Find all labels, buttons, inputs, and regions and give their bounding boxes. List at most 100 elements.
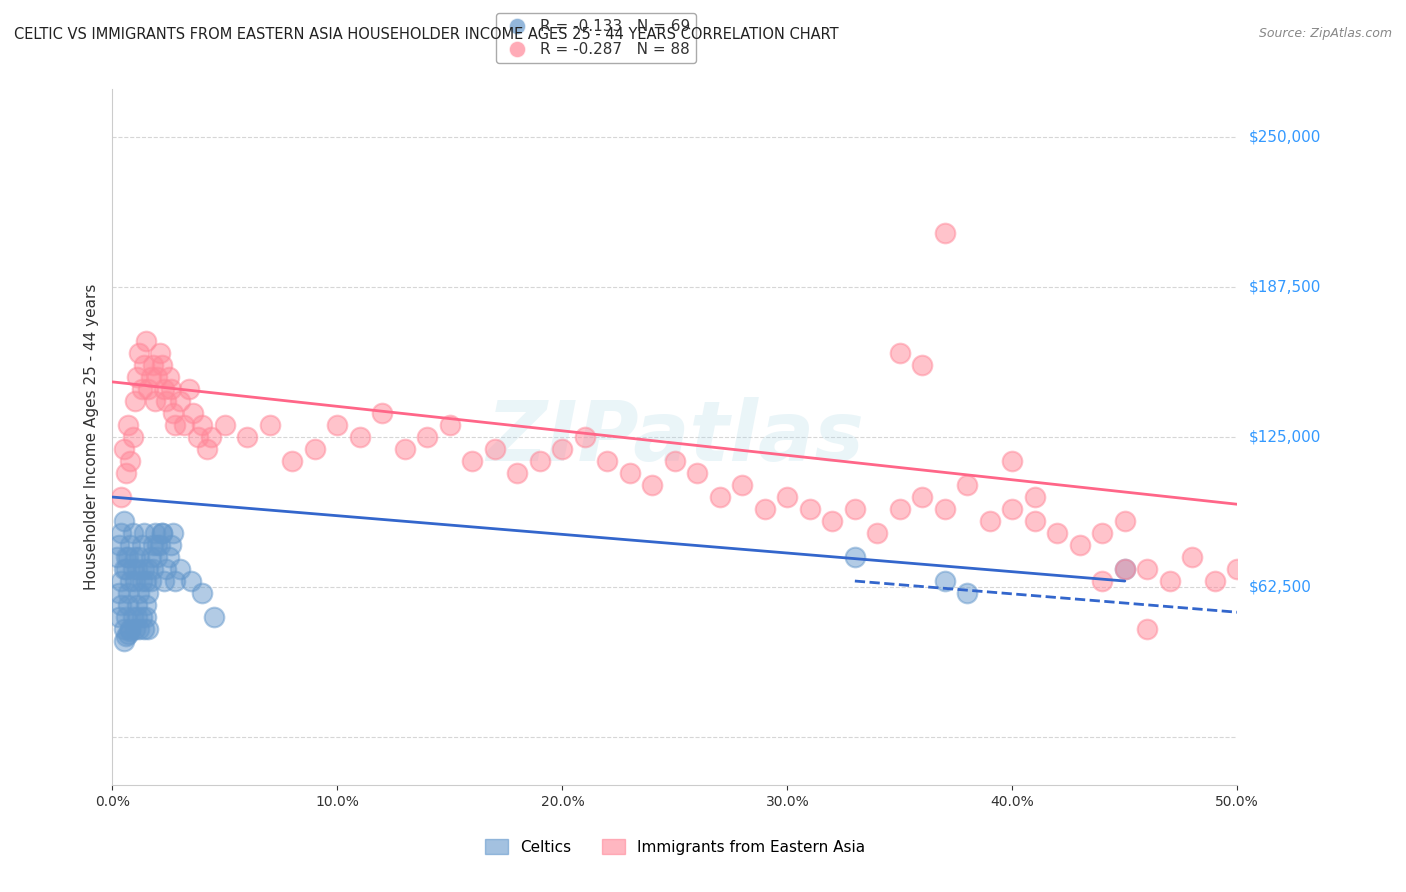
Point [169,562,191,576]
Point [110,574,132,588]
Point [484,442,506,456]
Point [1001,454,1024,468]
Point [115,549,138,564]
Point [132,622,155,636]
Point [183,406,205,420]
Point [844,502,866,516]
Point [911,490,934,504]
Point [150,526,173,541]
Point [138,562,160,576]
Point [162,526,184,541]
Point [132,562,155,576]
Point [121,430,143,444]
Point [117,627,139,641]
Point [131,382,153,396]
Point [117,549,139,564]
Point [934,226,956,240]
Text: CELTIC VS IMMIGRANTS FROM EASTERN ASIA HOUSEHOLDER INCOME AGES 25 - 44 YEARS COR: CELTIC VS IMMIGRANTS FROM EASTERN ASIA H… [14,27,839,42]
Point [139,549,162,564]
Point [124,574,146,588]
Point [110,490,132,504]
Point [664,454,686,468]
Point [821,514,844,528]
Point [619,466,641,480]
Point [799,502,821,516]
Point [979,514,1001,528]
Point [131,574,153,588]
Text: $187,500: $187,500 [1249,279,1320,294]
Point [1226,562,1249,576]
Point [128,346,150,360]
Point [142,358,165,372]
Point [146,370,169,384]
Point [1114,514,1136,528]
Point [1181,549,1204,564]
Point [1091,526,1114,541]
Point [160,538,183,552]
Point [439,418,461,433]
Point [1114,562,1136,576]
Point [1136,562,1159,576]
Point [596,454,619,468]
Point [686,466,709,480]
Point [326,418,349,433]
Point [127,562,149,576]
Point [169,394,191,409]
Point [304,442,326,456]
Point [132,526,155,541]
Point [146,538,169,552]
Point [117,418,139,433]
Point [149,346,172,360]
Point [529,454,551,468]
Legend: Celtics, Immigrants from Eastern Asia: Celtics, Immigrants from Eastern Asia [478,832,872,861]
Point [956,586,979,600]
Point [124,549,146,564]
Point [889,502,911,516]
Point [394,442,416,456]
Point [202,610,225,624]
Point [124,394,146,409]
Point [177,382,200,396]
Point [112,634,135,648]
Point [889,346,911,360]
Point [131,538,153,552]
Point [1024,490,1046,504]
Text: $250,000: $250,000 [1249,129,1320,145]
Point [157,370,180,384]
Point [143,526,166,541]
Point [200,430,222,444]
Point [124,622,146,636]
Point [461,454,484,468]
Point [162,406,184,420]
Point [349,430,371,444]
Point [731,478,754,492]
Point [131,610,153,624]
Point [709,490,731,504]
Point [120,538,142,552]
Point [127,598,149,612]
Point [1136,622,1159,636]
Point [1204,574,1226,588]
Point [110,526,132,541]
Point [115,562,138,576]
Point [153,382,176,396]
Point [110,598,132,612]
Point [128,549,150,564]
Point [112,622,135,636]
Text: Source: ZipAtlas.com: Source: ZipAtlas.com [1258,27,1392,40]
Point [120,574,142,588]
Point [281,454,304,468]
Point [191,586,214,600]
Point [1001,502,1024,516]
Point [191,418,214,433]
Point [187,430,209,444]
Point [121,562,143,576]
Point [155,562,177,576]
Point [506,466,529,480]
Point [173,418,195,433]
Point [259,418,281,433]
Point [150,358,173,372]
Point [1046,526,1069,541]
Point [135,598,157,612]
Point [139,574,162,588]
